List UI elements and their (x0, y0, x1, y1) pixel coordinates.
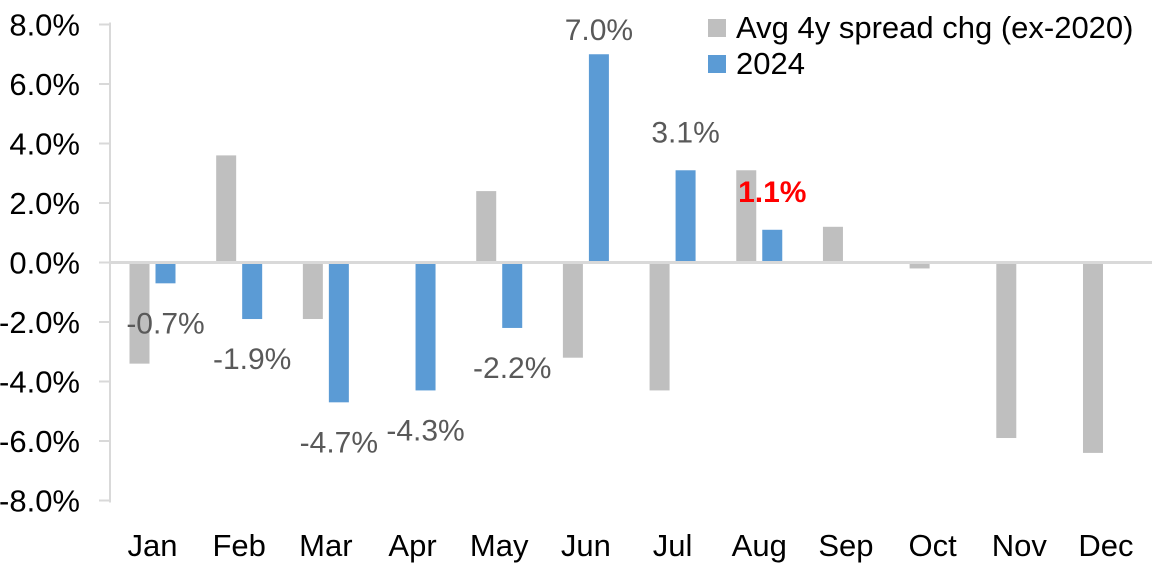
legend-label-avg-spread: Avg 4y spread chg (ex-2020) (736, 10, 1134, 45)
bar-avg-4y-spread-chg-ex-2020-oct (909, 262, 930, 269)
month-label-feb: Feb (212, 528, 265, 563)
bar-2024-feb (242, 262, 263, 320)
data-label-jul: 3.1% (651, 116, 719, 149)
chart-legend: Avg 4y spread chg (ex-2020) 2024 (708, 10, 1134, 82)
month-label-apr: Apr (388, 528, 436, 563)
y-tick-label--6.0%: -6.0% (0, 424, 80, 459)
bar-avg-4y-spread-chg-ex-2020-dec (1082, 262, 1103, 453)
legend-swatch-gray-icon (708, 19, 726, 37)
month-label-sep: Sep (818, 528, 873, 563)
bar-2024-aug (762, 229, 783, 263)
y-tick-label-2.0%: 2.0% (9, 186, 80, 221)
y-tick-label-0.0%: 0.0% (9, 246, 80, 281)
bar-2024-mar (328, 262, 349, 403)
month-label-jul: Jul (653, 528, 693, 563)
y-tick-label--4.0%: -4.0% (0, 365, 80, 400)
y-tick-label-4.0%: 4.0% (9, 127, 80, 162)
data-label-jun: 7.0% (565, 14, 633, 47)
bar-2024-apr (415, 262, 436, 391)
data-label-may: -2.2% (473, 352, 551, 385)
bar-avg-4y-spread-chg-ex-2020-jun (562, 262, 583, 358)
legend-item-2024: 2024 (708, 46, 1134, 82)
bar-2024-may (502, 262, 523, 328)
y-tick-label-8.0%: 8.0% (9, 8, 80, 43)
bar-avg-4y-spread-chg-ex-2020-nov (996, 262, 1017, 439)
month-label-oct: Oct (909, 528, 958, 563)
data-label-jan: -0.7% (126, 307, 204, 340)
month-label-jan: Jan (128, 528, 178, 563)
bar-2024-jan (155, 262, 176, 284)
bar-avg-4y-spread-chg-ex-2020-sep (822, 226, 843, 263)
month-label-aug: Aug (732, 528, 787, 563)
bar-2024-jun (588, 54, 609, 263)
bar-avg-4y-spread-chg-ex-2020-may (476, 191, 497, 263)
month-label-mar: Mar (299, 528, 352, 563)
bar-2024-jul (675, 170, 696, 263)
bar-avg-4y-spread-chg-ex-2020-feb (216, 155, 237, 263)
legend-item-avg-spread: Avg 4y spread chg (ex-2020) (708, 10, 1134, 46)
month-label-may: May (470, 528, 529, 563)
month-label-nov: Nov (992, 528, 1048, 563)
bar-avg-4y-spread-chg-ex-2020-jan (129, 262, 150, 364)
data-label-aug: 1.1% (738, 176, 806, 209)
data-label-mar: -4.7% (300, 426, 378, 459)
bar-avg-4y-spread-chg-ex-2020-jul (649, 262, 670, 391)
legend-label-2024: 2024 (736, 46, 805, 81)
bar-avg-4y-spread-chg-ex-2020-aug (736, 170, 757, 263)
y-tick-label--2.0%: -2.0% (0, 305, 80, 340)
y-tick-label-6.0%: 6.0% (9, 67, 80, 102)
bar-avg-4y-spread-chg-ex-2020-mar (302, 262, 323, 320)
data-label-feb: -1.9% (213, 343, 291, 376)
month-label-jun: Jun (561, 528, 611, 563)
legend-swatch-blue-icon (708, 55, 726, 73)
y-tick-label--8.0%: -8.0% (0, 484, 80, 519)
month-label-dec: Dec (1078, 528, 1133, 563)
data-label-apr: -4.3% (386, 414, 464, 447)
